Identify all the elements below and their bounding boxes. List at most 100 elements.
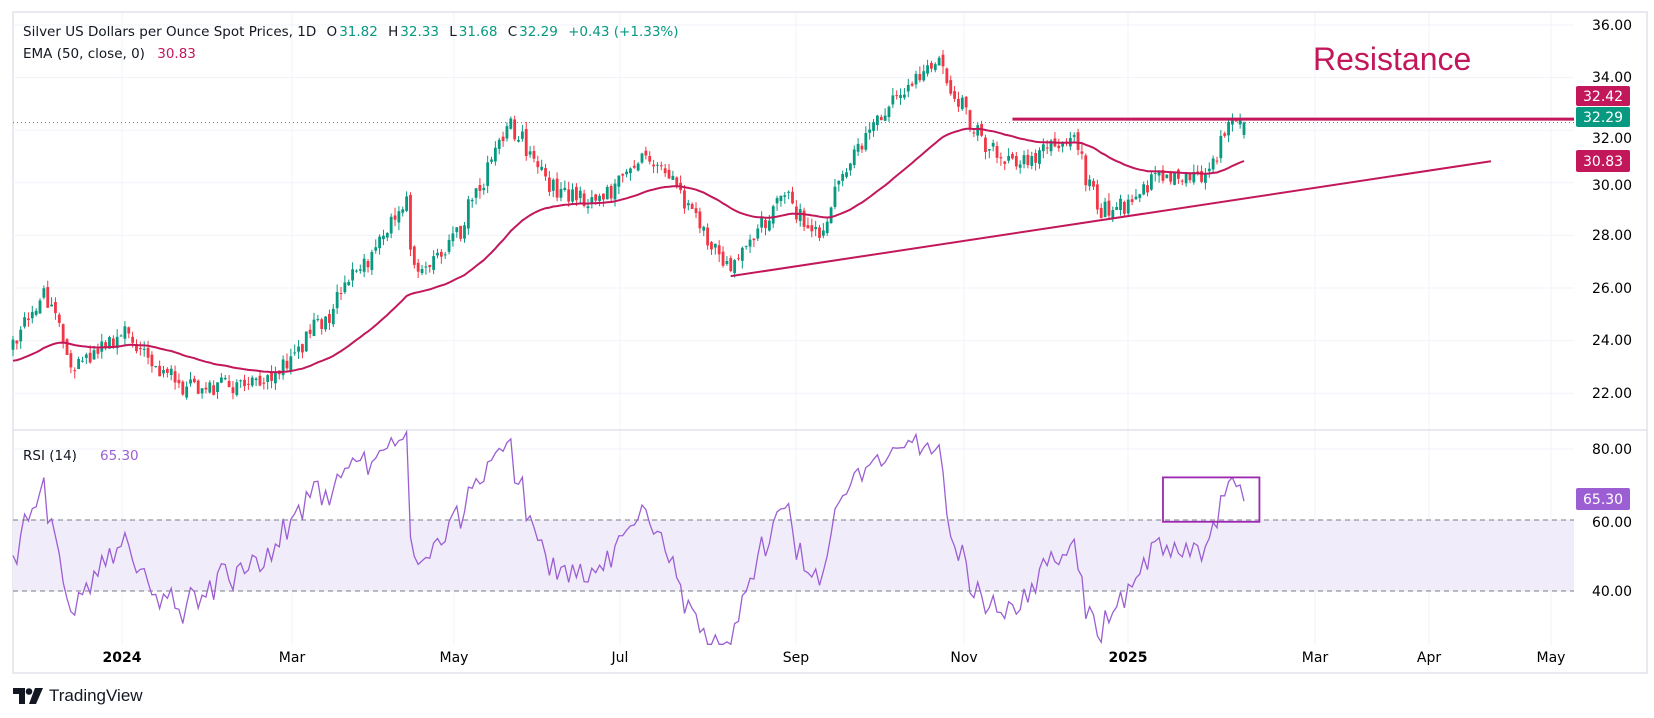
price-tick: 30.00 (1592, 178, 1632, 194)
candle-body (177, 379, 181, 384)
candle-body (34, 310, 38, 315)
candle-body (899, 95, 902, 98)
candle-body (810, 225, 814, 232)
candle-body (181, 381, 185, 395)
candle-body (586, 206, 590, 209)
ema-line[interactable] (12, 127, 1245, 374)
rsi-legend-label: RSI (14) (23, 448, 77, 464)
candle (605, 184, 609, 200)
time-axis[interactable]: 2024 Mar May Jul Sep Nov 2025 Mar Apr Ma… (103, 650, 1566, 666)
candle (617, 175, 621, 195)
candle-body (138, 348, 142, 350)
candle (810, 218, 814, 238)
price-axis[interactable]: 36.00 34.00 32.00 30.00 28.00 26.00 24.0… (1592, 18, 1632, 402)
candle-body (879, 116, 883, 121)
candle (374, 239, 378, 254)
candle-body (945, 68, 949, 84)
candle (644, 146, 648, 160)
candle-body (1231, 117, 1234, 125)
candle-body (358, 269, 362, 271)
candle-body (424, 266, 428, 268)
candle (254, 376, 258, 387)
candle-body (1038, 150, 1041, 164)
candle (370, 249, 374, 275)
candle-body (409, 194, 412, 250)
candle-body (505, 126, 509, 139)
candle-body (833, 186, 837, 207)
ema-legend[interactable]: EMA (50, close, 0) 30.83 (23, 46, 198, 62)
candle (250, 375, 254, 388)
candle-body (957, 98, 960, 107)
candle-body (15, 340, 19, 344)
candle-body (1227, 122, 1230, 136)
candle-body (38, 300, 42, 314)
candle-body (301, 344, 304, 353)
candle (729, 255, 733, 273)
candle-body (1153, 173, 1157, 175)
candle-body (713, 243, 717, 248)
candle-body (517, 140, 520, 142)
candle-body (54, 301, 57, 314)
candle-body (304, 331, 308, 352)
candle-body (1103, 201, 1107, 218)
candle (486, 155, 490, 194)
candle (1103, 197, 1107, 218)
candle (945, 67, 949, 86)
candle (27, 312, 30, 327)
candle-body (482, 187, 486, 191)
candle (316, 314, 320, 322)
candle (837, 180, 841, 192)
candle (513, 115, 517, 142)
candle-body (895, 95, 899, 97)
time-label: Jul (611, 650, 629, 666)
candle (270, 365, 273, 389)
rsi-highlight-box[interactable] (1162, 476, 1261, 523)
candle (1119, 194, 1122, 216)
candle (65, 338, 69, 356)
candle (1207, 162, 1211, 178)
candle (351, 262, 354, 288)
rsi-line[interactable] (12, 429, 1245, 646)
candle-body (466, 199, 470, 229)
candle (482, 183, 486, 195)
candle-body (575, 186, 578, 201)
candle (1134, 188, 1138, 201)
candle-body (1049, 140, 1053, 152)
low-label: L (449, 24, 457, 40)
rsi-tick: 60.00 (1592, 515, 1632, 531)
candle-body (602, 193, 605, 200)
candle-body (405, 196, 409, 211)
candle-body (111, 338, 115, 348)
candle-body (922, 71, 926, 81)
candle (192, 375, 196, 384)
candle-body (841, 174, 845, 181)
candle-body (370, 252, 374, 271)
tradingview-logo[interactable]: TradingView (13, 686, 143, 706)
resistance-price-value: 32.42 (1583, 89, 1623, 105)
candle-body (96, 348, 100, 354)
candle-body (1022, 155, 1026, 165)
candle (775, 195, 779, 211)
close-label: C (507, 24, 518, 40)
time-label: Sep (783, 650, 810, 666)
candle (266, 374, 270, 390)
candle-body (212, 385, 216, 395)
candle-body (1034, 153, 1038, 163)
candle (926, 59, 929, 77)
candle (899, 88, 902, 105)
candle (524, 121, 528, 161)
candle-body (694, 208, 698, 213)
candle (957, 91, 960, 112)
candle-body (999, 157, 1003, 159)
candle (860, 143, 864, 153)
candle-body (528, 151, 532, 155)
candle-body (1126, 199, 1130, 214)
candle (227, 375, 231, 388)
candle-body (532, 151, 536, 159)
candle-body (748, 239, 752, 247)
candle (555, 172, 559, 202)
symbol-legend[interactable]: Silver US Dollars per Ounce Spot Prices,… (23, 24, 681, 40)
candle (1184, 172, 1188, 187)
ascending-trendline[interactable] (730, 160, 1492, 278)
